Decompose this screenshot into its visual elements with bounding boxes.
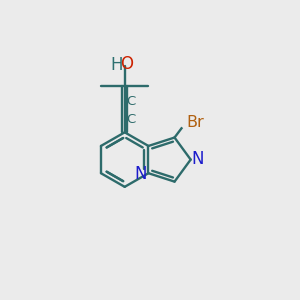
Text: N: N (191, 150, 204, 168)
Text: H: H (110, 56, 123, 74)
Text: Br: Br (186, 115, 204, 130)
Text: C: C (127, 94, 136, 108)
Text: O: O (121, 55, 134, 73)
Text: N: N (135, 165, 147, 183)
Text: C: C (127, 113, 136, 126)
